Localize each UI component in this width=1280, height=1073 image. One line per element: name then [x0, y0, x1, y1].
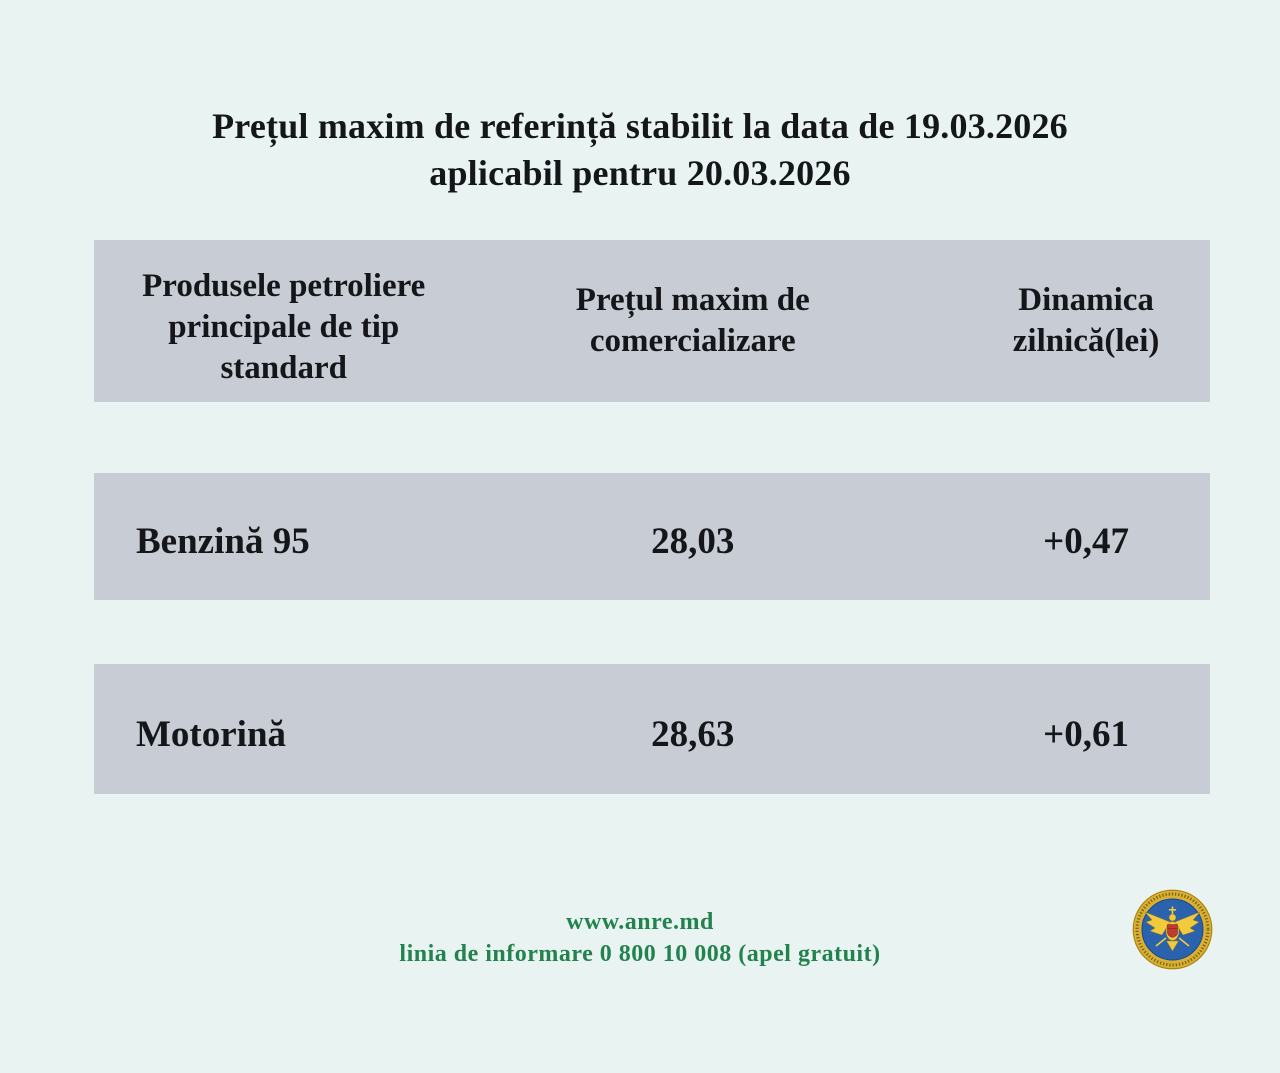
website-text: www.anre.md	[566, 909, 714, 935]
table-header: Produsele petroliere principale de tip s…	[94, 240, 1210, 402]
header-product-line: standard	[220, 349, 347, 386]
info-line-text: linia de informare 0 800 10 008 (apel gr…	[399, 941, 881, 967]
dynamics-cell: +0,61	[1043, 713, 1129, 755]
price-cell: 28,03	[651, 521, 735, 562]
header-product-line: principale de tip	[168, 308, 400, 345]
table-row: Benzină 95 28,03 +0,47	[94, 473, 1210, 600]
header-product-line: Produsele petroliere	[142, 267, 426, 304]
page-title-line2: aplicabil pentru 20.03.2026	[429, 153, 851, 193]
header-price-line: Prețul maxim de	[575, 282, 810, 318]
page-title-line1: Prețul maxim de referință stabilit la da…	[212, 106, 1068, 146]
page-title: Prețul maxim de referință stabilit la da…	[0, 103, 1280, 197]
header-dynamics-column: Dinamica zilnică(lei)	[942, 280, 1210, 362]
header-dynamics-line: Dinamica	[1018, 282, 1154, 318]
header-dynamics-line: zilnică(lei)	[1012, 323, 1160, 359]
table-row: Motorină 28,63 +0,61	[94, 664, 1210, 794]
price-cell: 28,63	[651, 713, 735, 755]
product-cell: Motorină	[136, 713, 287, 755]
dynamics-cell: +0,47	[1043, 521, 1129, 562]
product-cell: Benzină 95	[136, 521, 310, 562]
header-price-column: Prețul maxim de comercializare	[473, 280, 942, 362]
header-price-line: comercializare	[589, 323, 796, 359]
header-product-column: Produsele petroliere principale de tip s…	[94, 254, 473, 389]
footer: www.anre.md linia de informare 0 800 10 …	[0, 906, 1280, 970]
moldova-coat-of-arms-icon	[1132, 889, 1213, 970]
